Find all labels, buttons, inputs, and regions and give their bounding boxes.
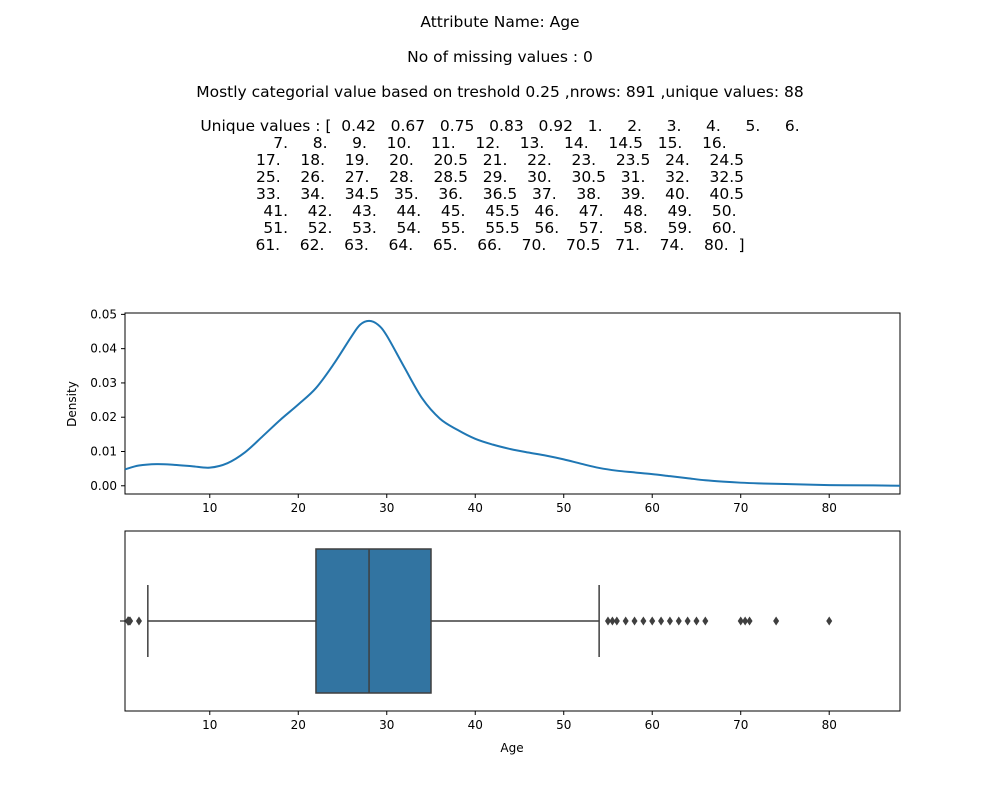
outlier-point bbox=[135, 616, 142, 626]
box-x-tick-label: 80 bbox=[822, 718, 837, 732]
outlier-point bbox=[640, 616, 647, 626]
iqr-box bbox=[315, 548, 432, 694]
box-x-tick-label: 60 bbox=[645, 718, 660, 732]
outlier-point bbox=[613, 616, 620, 626]
box-x-tick-label: 50 bbox=[556, 718, 571, 732]
outlier-point bbox=[127, 616, 134, 626]
unique-values-line-4: 25. 26. 27. 28. 28.5 29. 30. 30.5 31. 32… bbox=[256, 168, 744, 186]
box-x-tick-label: 20 bbox=[291, 718, 306, 732]
density-x-tick-label: 80 bbox=[822, 501, 837, 515]
density-curve bbox=[124, 319, 901, 487]
outlier-point bbox=[658, 616, 665, 626]
outlier-point bbox=[609, 616, 616, 626]
outlier-point bbox=[702, 616, 709, 626]
outlier-point bbox=[737, 616, 744, 626]
box-x-ticks: 10 20 30 40 50 60 70 80 bbox=[202, 711, 837, 732]
density-y-axis-label: Density bbox=[65, 381, 79, 427]
outlier-point bbox=[649, 616, 656, 626]
outlier-point bbox=[693, 616, 700, 626]
unique-values-line-2: 7. 8. 9. 10. 11. 12. 13. 14. 14.5 15. 16… bbox=[273, 134, 727, 152]
box-x-tick-label: 40 bbox=[468, 718, 483, 732]
box-x-tick-label: 30 bbox=[379, 718, 394, 732]
density-y-tick-label: 0.05 bbox=[90, 307, 117, 321]
density-x-tick-label: 60 bbox=[645, 501, 660, 515]
box-plot: 10 20 30 40 50 60 70 80 Age bbox=[120, 530, 901, 755]
outlier-point bbox=[675, 616, 682, 626]
unique-values-line-6: 41. 42. 43. 44. 45. 45.5 46. 47. 48. 49.… bbox=[263, 202, 737, 220]
unique-values-line-7: 51. 52. 53. 54. 55. 55.5 56. 57. 58. 59.… bbox=[263, 219, 737, 237]
density-y-tick-label: 0.00 bbox=[90, 479, 117, 493]
outlier-point bbox=[631, 616, 638, 626]
outlier-point bbox=[773, 616, 780, 626]
density-y-tick-label: 0.03 bbox=[90, 376, 117, 390]
density-x-tick-label: 70 bbox=[733, 501, 748, 515]
density-x-ticks: 10 20 30 40 50 60 70 80 bbox=[202, 494, 837, 515]
outlier-point bbox=[622, 616, 629, 626]
outlier-point bbox=[684, 616, 691, 626]
unique-values-line-8: 61. 62. 63. 64. 65. 66. 70. 70.5 71. 74.… bbox=[255, 236, 745, 254]
missing-values-line: No of missing values : 0 bbox=[407, 48, 593, 66]
outlier-point bbox=[746, 616, 753, 626]
density-x-tick-label: 20 bbox=[291, 501, 306, 515]
outlier-point bbox=[826, 616, 833, 626]
box-x-tick-label: 10 bbox=[202, 718, 217, 732]
density-x-tick-label: 50 bbox=[556, 501, 571, 515]
attribute-name-line: Attribute Name: Age bbox=[420, 13, 580, 31]
density-plot: 10 20 30 40 50 60 70 80 0.000.010.020.030.040.0… bbox=[65, 307, 901, 515]
unique-values-line-1: Unique values : [ 0.42 0.67 0.75 0.83 0.… bbox=[200, 117, 800, 135]
density-y-tick-label: 0.02 bbox=[90, 410, 117, 424]
box-x-axis-label: Age bbox=[500, 741, 523, 755]
box-x-tick-label: 70 bbox=[733, 718, 748, 732]
unique-values-line-5: 33. 34. 34.5 35. 36. 36.5 37. 38. 39. 40… bbox=[256, 185, 744, 203]
outlier-points bbox=[125, 616, 833, 626]
density-y-tick-label: 0.01 bbox=[90, 444, 117, 458]
density-x-tick-label: 10 bbox=[202, 501, 217, 515]
outlier-point bbox=[742, 616, 749, 626]
categorical-summary-line: Mostly categorial value based on treshol… bbox=[196, 83, 804, 101]
outlier-point bbox=[604, 616, 611, 626]
density-y-tick-label: 0.04 bbox=[90, 342, 117, 356]
density-x-tick-label: 40 bbox=[468, 501, 483, 515]
density-x-tick-label: 30 bbox=[379, 501, 394, 515]
density-y-ticks: 0.00 0.01 0.02 0.03 0.04 0.05 bbox=[90, 307, 125, 493]
unique-values-line-3: 17. 18. 19. 20. 20.5 21. 22. 23. 23.5 24… bbox=[256, 151, 744, 169]
density-plot-frame bbox=[124, 312, 901, 495]
outlier-point bbox=[666, 616, 673, 626]
